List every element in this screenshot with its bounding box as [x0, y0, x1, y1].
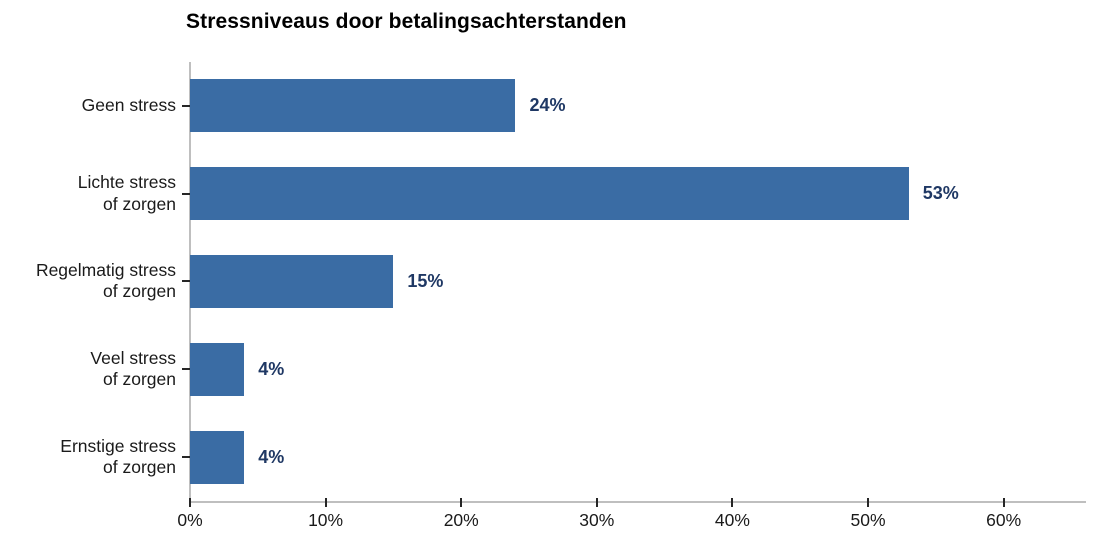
chart-title: Stressniveaus door betalingsachterstande…	[186, 10, 627, 33]
category-label: Geen stress	[81, 95, 176, 116]
category-tick-mark	[182, 456, 190, 459]
bar-row: 24%	[190, 62, 1085, 150]
plot-area: 24% 53% 15% 4% 4%	[190, 62, 1085, 501]
x-axis-tick-mark	[867, 498, 870, 507]
x-axis-tick-label: 10%	[308, 510, 344, 530]
x-axis-tick-label: 60%	[986, 510, 1022, 530]
bar-value-label: 24%	[529, 95, 566, 116]
x-axis-tick-mark	[1002, 498, 1005, 507]
category-row: Geen stress	[0, 62, 190, 150]
bar	[190, 342, 245, 396]
category-tick-mark	[182, 368, 190, 371]
category-label: Veel stress of zorgen	[90, 347, 176, 390]
bar-value-label: 15%	[407, 270, 444, 291]
x-axis-tick-label: 0%	[177, 510, 203, 530]
x-axis: 0% 10% 20% 30% 40% 50% 60%	[177, 498, 1085, 541]
category-row: Veel stress of zorgen	[0, 325, 190, 413]
category-label: Ernstige stress of zorgen	[60, 435, 176, 478]
bar	[190, 79, 516, 133]
bar-row: 4%	[190, 413, 1085, 501]
x-axis-tick-mark	[595, 498, 598, 507]
bar-value-label: 4%	[258, 446, 285, 467]
bar	[190, 254, 394, 308]
category-row: Regelmatig stress of zorgen	[0, 238, 190, 326]
bar-value-label: 4%	[258, 358, 285, 379]
x-axis-tick-mark	[189, 498, 191, 507]
x-axis-tick-mark	[460, 498, 463, 507]
bar	[190, 430, 245, 484]
category-row: Ernstige stress of zorgen	[0, 413, 190, 501]
bar	[190, 167, 909, 221]
category-axis-labels: Geen stress Lichte stress of zorgen Regelm…	[0, 62, 190, 501]
bar-value-label: 53%	[922, 183, 959, 204]
category-tick-mark	[182, 192, 190, 195]
x-axis-tick-label: 20%	[443, 510, 479, 530]
x-axis-tick-label: 50%	[850, 510, 886, 530]
bar-row: 4%	[190, 325, 1085, 413]
category-tick-mark	[182, 104, 190, 107]
x-axis-line	[189, 501, 1086, 503]
x-axis-tick-mark	[731, 498, 734, 507]
category-label: Lichte stress of zorgen	[77, 172, 176, 214]
x-axis-tick-label: 30%	[579, 510, 615, 530]
bar-row: 15%	[190, 238, 1085, 326]
category-row: Lichte stress of zorgen	[0, 150, 190, 238]
category-tick-mark	[182, 280, 190, 283]
x-axis-tick-label: 40%	[714, 510, 750, 530]
category-label: Regelmatig stress of zorgen	[35, 260, 176, 302]
bar-row: 53%	[190, 150, 1085, 238]
x-axis-tick-mark	[324, 498, 327, 507]
